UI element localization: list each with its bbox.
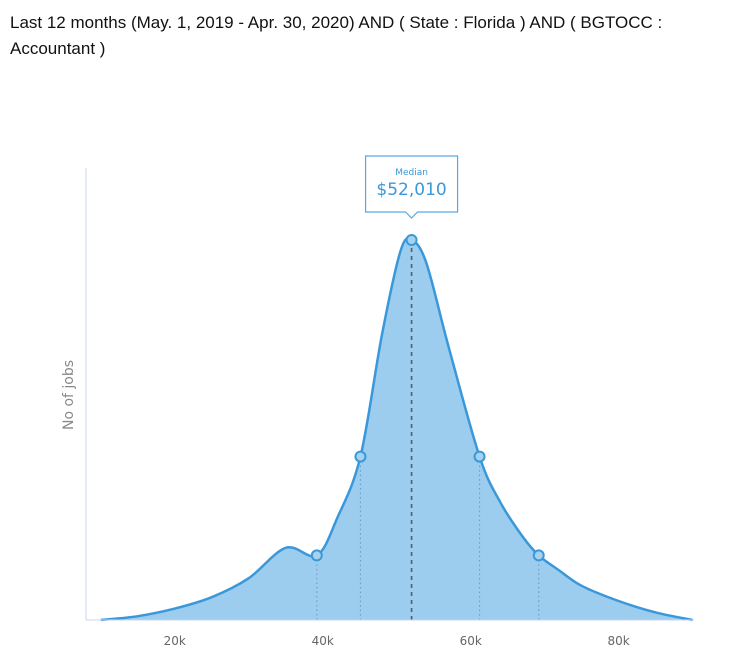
percentile-marker[interactable] bbox=[532, 549, 545, 562]
percentile-marker[interactable] bbox=[310, 549, 323, 562]
percentile-marker[interactable] bbox=[473, 450, 486, 463]
tooltip-value: $52,010 bbox=[376, 180, 446, 200]
x-tick-label: 20k bbox=[164, 634, 186, 648]
query-description: Last 12 months (May. 1, 2019 - Apr. 30, … bbox=[10, 13, 663, 58]
percentile-marker[interactable] bbox=[354, 450, 367, 463]
tooltip-title: Median bbox=[395, 168, 428, 178]
tooltip-box bbox=[364, 155, 459, 219]
x-tick-label: 60k bbox=[460, 634, 482, 648]
y-axis-label: No of jobs bbox=[61, 360, 77, 430]
median-tooltip: Median $52,010 bbox=[364, 155, 459, 219]
x-tick-label: 40k bbox=[312, 634, 334, 648]
distribution-area bbox=[100, 238, 693, 620]
x-tick-label: 80k bbox=[608, 634, 630, 648]
median-marker[interactable] bbox=[405, 234, 418, 246]
